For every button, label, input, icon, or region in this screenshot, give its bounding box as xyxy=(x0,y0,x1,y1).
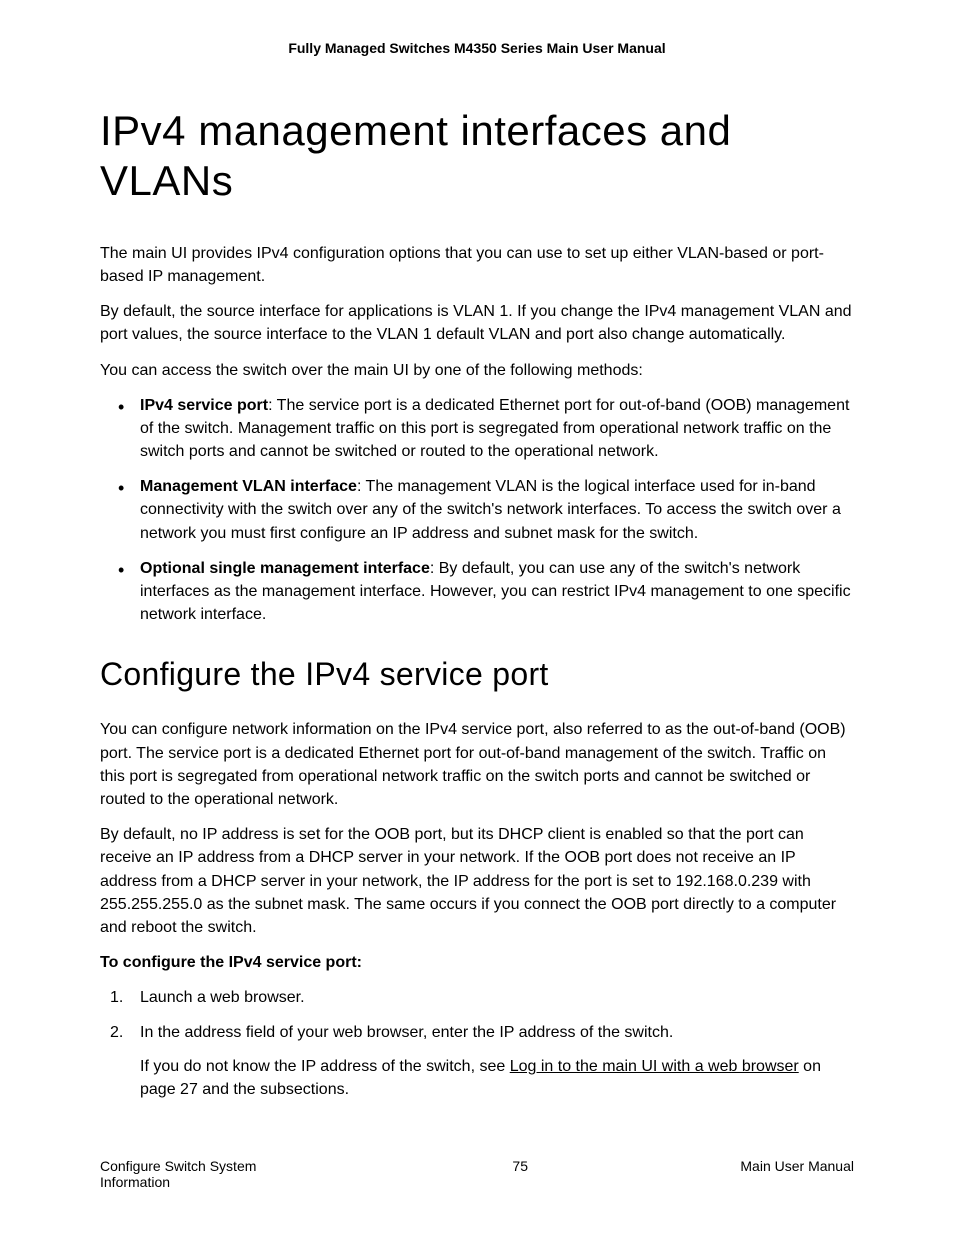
section-paragraph-1: You can configure network information on… xyxy=(100,718,854,811)
list-item: Optional single management interface: By… xyxy=(100,557,854,627)
intro-paragraph-2: By default, the source interface for app… xyxy=(100,300,854,346)
intro-paragraph-1: The main UI provides IPv4 configuration … xyxy=(100,242,854,288)
list-item: Management VLAN interface: The managemen… xyxy=(100,475,854,545)
running-header: Fully Managed Switches M4350 Series Main… xyxy=(100,40,854,56)
page-footer: Configure Switch System Information 75 M… xyxy=(100,1158,854,1190)
footer-section-name: Configure Switch System Information xyxy=(100,1158,300,1190)
procedure-title: To configure the IPv4 service port: xyxy=(100,951,854,974)
step-2-text: In the address field of your web browser… xyxy=(140,1024,673,1041)
intro-paragraph-3: You can access the switch over the main … xyxy=(100,359,854,382)
footer-page-number: 75 xyxy=(512,1158,528,1190)
list-item-lead: Optional single management interface xyxy=(140,560,430,577)
list-item-lead: Management VLAN interface xyxy=(140,478,357,495)
page-title-h1: IPv4 management interfaces and VLANs xyxy=(100,106,854,207)
step-2-note-pre: If you do not know the IP address of the… xyxy=(140,1058,510,1075)
step-2-note: If you do not know the IP address of the… xyxy=(140,1055,854,1101)
cross-reference-link[interactable]: Log in to the main UI with a web browser xyxy=(510,1058,799,1075)
list-item-lead: IPv4 service port xyxy=(140,397,268,414)
list-item: IPv4 service port: The service port is a… xyxy=(100,394,854,464)
section-paragraph-2: By default, no IP address is set for the… xyxy=(100,823,854,939)
procedure-steps: Launch a web browser. In the address fie… xyxy=(100,986,854,1101)
footer-manual-name: Main User Manual xyxy=(740,1158,854,1190)
step-2: In the address field of your web browser… xyxy=(100,1021,854,1101)
step-1: Launch a web browser. xyxy=(100,986,854,1009)
access-methods-list: IPv4 service port: The service port is a… xyxy=(100,394,854,627)
section-title-h2: Configure the IPv4 service port xyxy=(100,656,854,693)
